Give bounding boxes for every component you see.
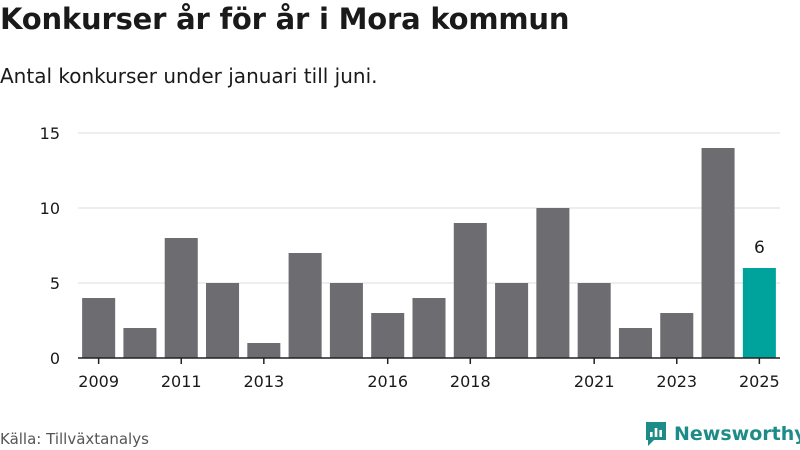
x-tick-label: 2011 <box>161 372 202 391</box>
bar <box>164 238 198 358</box>
bars <box>82 148 776 358</box>
bar <box>206 283 240 358</box>
bar <box>453 223 487 358</box>
brand-name: Newsworthy <box>674 423 800 445</box>
source-note: Källa: Tillväxtanalys <box>0 430 149 448</box>
y-tick-label: 10 <box>40 199 60 218</box>
x-tick-label: 2025 <box>739 372 780 391</box>
bar <box>618 328 652 358</box>
y-tick-label: 0 <box>50 349 60 368</box>
y-tick-label: 5 <box>50 274 60 293</box>
newsworthy-logo-icon <box>646 422 666 446</box>
x-tick-label: 2023 <box>656 372 697 391</box>
x-tick-label: 2013 <box>243 372 284 391</box>
chart-subtitle: Antal konkurser under januari till juni. <box>0 64 378 88</box>
bar <box>536 208 570 358</box>
bar-highlight <box>742 268 776 358</box>
bar <box>247 343 281 358</box>
x-tick-label: 2021 <box>574 372 615 391</box>
bar <box>82 298 116 358</box>
bar <box>577 283 611 358</box>
bar <box>123 328 157 358</box>
bar <box>371 313 405 358</box>
bar <box>329 283 363 358</box>
bar <box>701 148 735 358</box>
y-axis-tick-labels: 0 5 10 15 <box>40 124 60 368</box>
x-tick-label: 2018 <box>450 372 491 391</box>
x-tick-label: 2009 <box>78 372 119 391</box>
chart-title: Konkurser år för år i Mora kommun <box>0 2 570 36</box>
bar <box>660 313 694 358</box>
data-label-highlight: 6 <box>754 238 765 258</box>
newsworthy-logo: Newsworthy <box>644 420 800 448</box>
x-tick-label: 2016 <box>367 372 408 391</box>
x-axis: 2009 2011 2013 2016 2018 2021 2023 2025 <box>78 357 780 391</box>
bar <box>412 298 446 358</box>
bar <box>495 283 529 358</box>
bar <box>288 253 322 358</box>
data-labels: 6 <box>754 238 765 258</box>
y-tick-label: 15 <box>40 124 60 143</box>
